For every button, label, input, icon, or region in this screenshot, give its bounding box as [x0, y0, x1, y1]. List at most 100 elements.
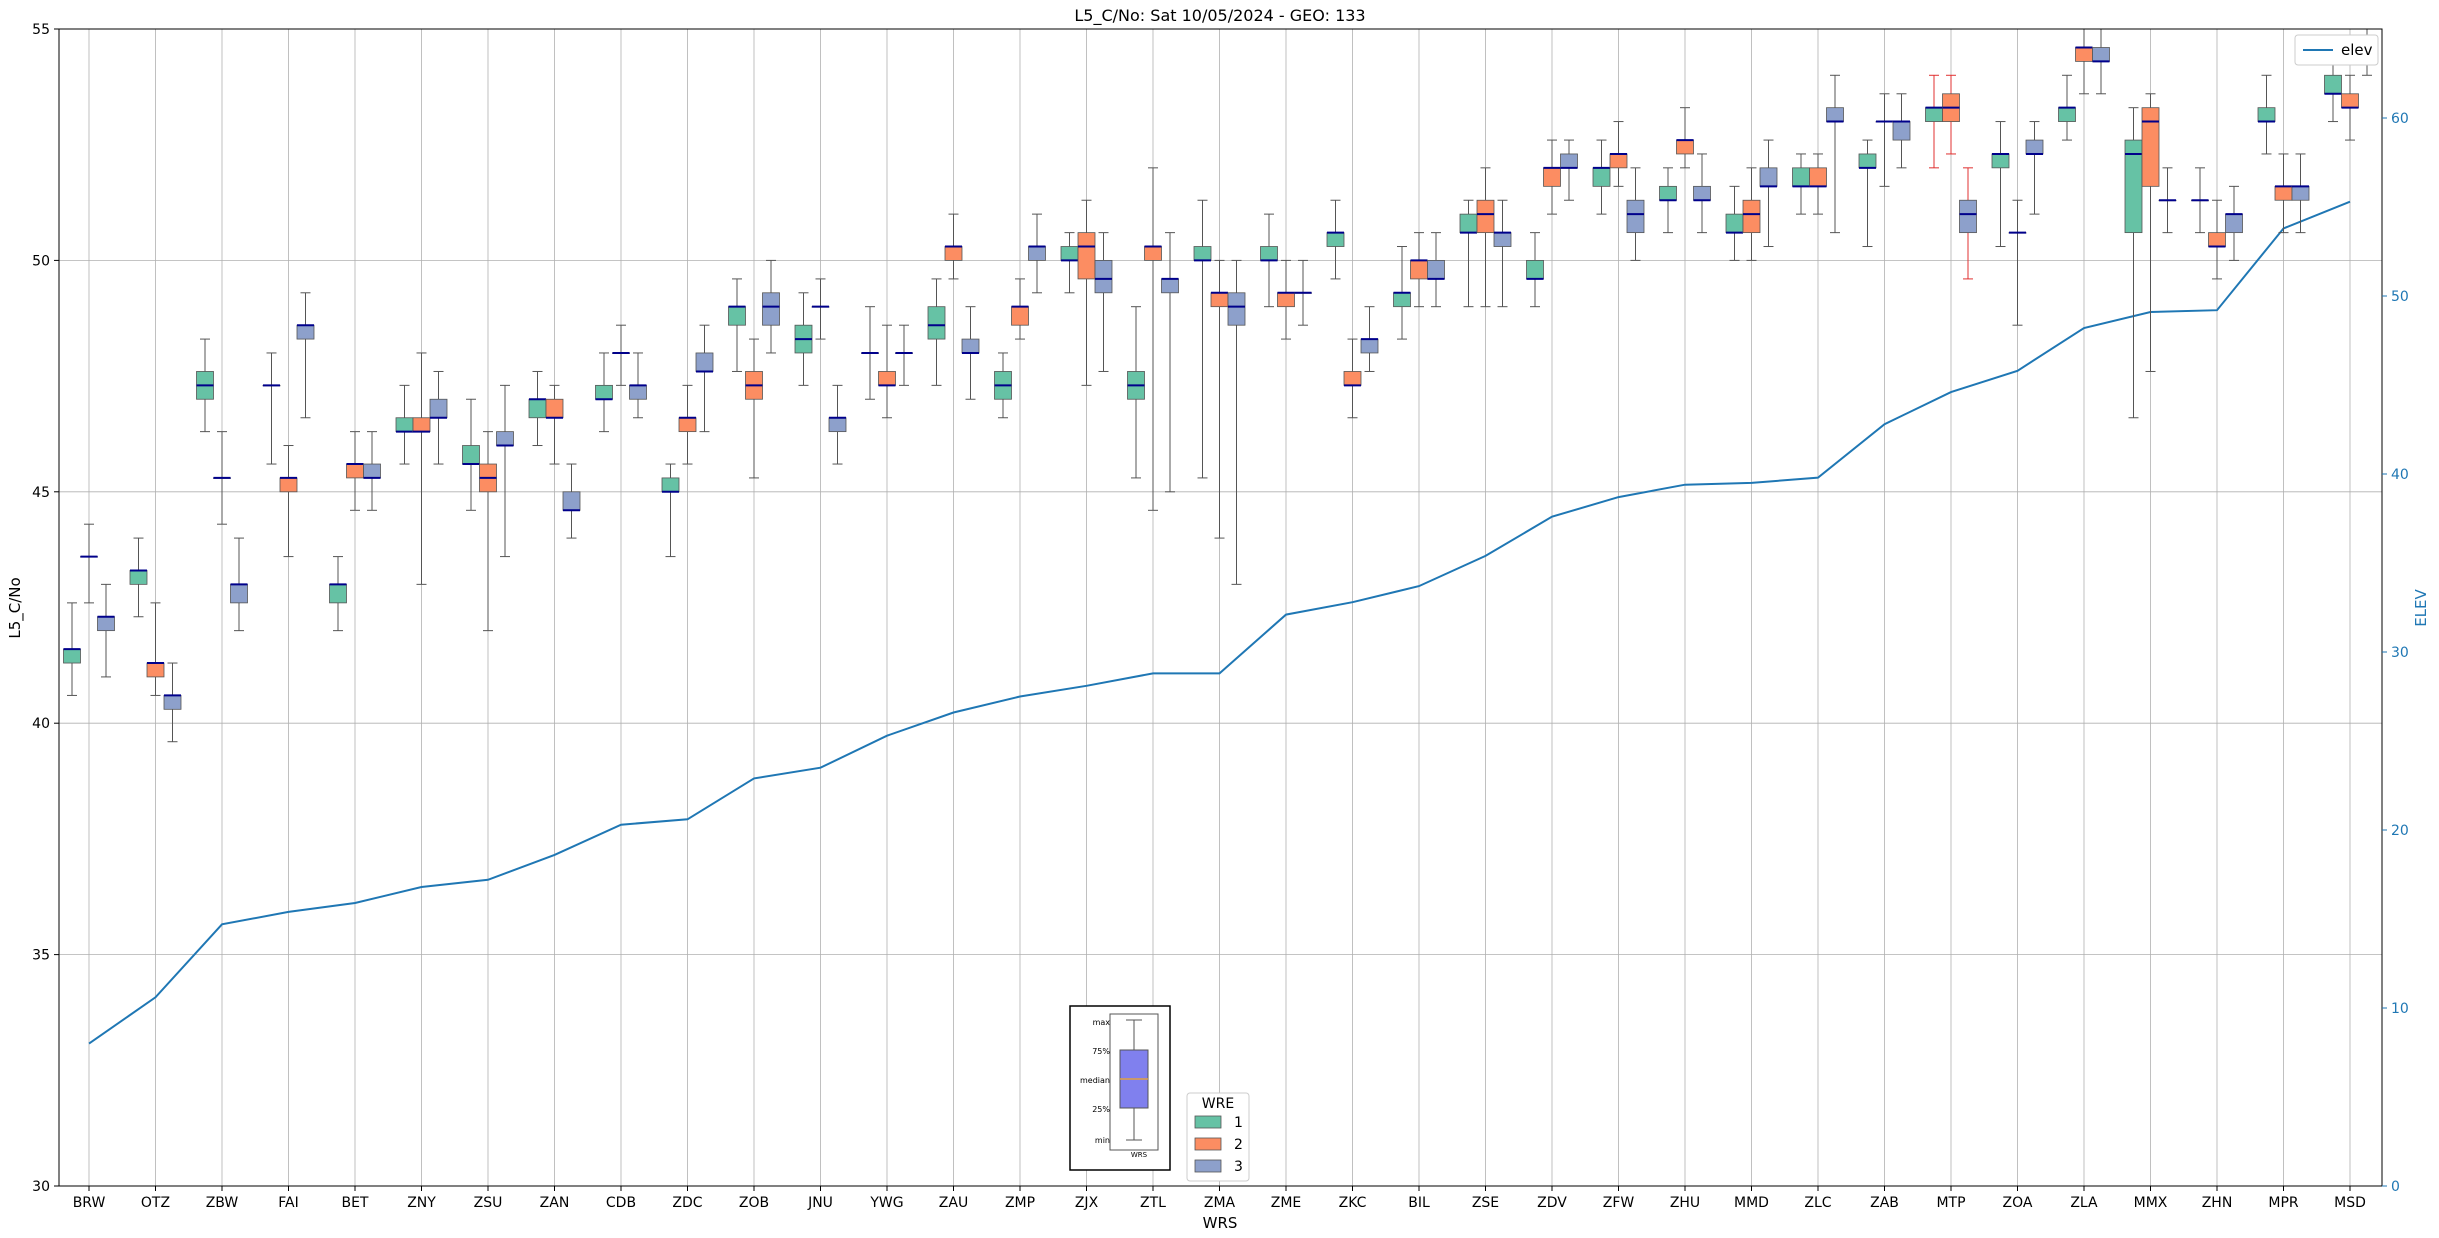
box-body [1809, 167, 1827, 187]
box-body [562, 491, 581, 511]
box-body [1858, 153, 1877, 169]
box-body [629, 384, 647, 400]
box-jnu-wre2 [811, 278, 830, 340]
x-tick-label: CDB [606, 1195, 636, 1211]
box-zny-wre1 [395, 384, 414, 465]
box-zab-wre2 [1875, 93, 1894, 187]
box-ywg-wre2 [878, 324, 896, 419]
box-body [1792, 167, 1810, 187]
box-body [129, 570, 148, 585]
inset-label-median: median [1080, 1076, 1110, 1085]
y2-tick-label: 60 [2391, 111, 2409, 127]
box-zob-wre2 [745, 338, 763, 479]
x-tick-label: ZME [1271, 1195, 1302, 1211]
box-zhn-wre2 [2208, 199, 2226, 280]
box-body [63, 648, 81, 664]
box-zdv-wre3 [1560, 139, 1578, 201]
box-mmx-wre3 [2158, 167, 2177, 234]
box-otz-wre2 [146, 602, 165, 696]
box-ztl-wre1 [1127, 306, 1145, 479]
box-body [329, 583, 347, 604]
box-body [2208, 232, 2226, 247]
box-body [462, 445, 480, 465]
box-zjx-wre2 [1077, 199, 1096, 386]
box-zjx-wre1 [1060, 232, 1079, 294]
legend-wre-title: WRE [1202, 1096, 1234, 1112]
box-fai-wre2 [279, 445, 298, 558]
box-ywg-wre1 [861, 306, 879, 400]
box-bet-wre2 [346, 431, 364, 511]
box-cdb-wre3 [629, 352, 647, 419]
chart-title: L5_C/No: Sat 10/05/2024 - GEO: 133 [1074, 6, 1365, 26]
box-mpr-wre2 [2274, 153, 2293, 234]
box-body [1826, 107, 1844, 122]
y-axis-right: 0 10 20 30 40 50 60 [2382, 111, 2409, 1195]
x-tick-label: JNU [807, 1195, 833, 1211]
x-tick-label: ZSE [1472, 1195, 1499, 1211]
box-zdc-wre2 [678, 384, 697, 465]
y2-tick-label: 40 [2391, 467, 2409, 483]
box-body [1393, 292, 1411, 308]
x-tick-label: ZSU [474, 1195, 503, 1211]
box-zjx-wre3 [1094, 232, 1113, 372]
box-body [1343, 371, 1362, 386]
box-body [2291, 185, 2310, 201]
box-body [2225, 213, 2243, 234]
box-otz-wre1 [129, 537, 148, 618]
legend-wre-swatch-3 [1194, 1159, 1222, 1173]
box-body [1742, 199, 1761, 234]
box-zob-wre3 [762, 259, 780, 354]
elev-line [88, 200, 2351, 1045]
box-body [1210, 292, 1229, 308]
box-explanation-inset: max 75% median 25% min WRS [1069, 1005, 1171, 1171]
box-zdc-wre3 [695, 324, 714, 433]
box-zmp-wre3 [1028, 213, 1046, 294]
box-body [2141, 107, 2160, 187]
box-zlc-wre1 [1792, 153, 1810, 215]
x-tick-label: MSD [2334, 1195, 2366, 1211]
box-bil-wre2 [1410, 232, 1428, 308]
box-zny-wre3 [429, 370, 448, 465]
box-body [1493, 232, 1512, 247]
box-body [97, 616, 115, 632]
box-body [528, 398, 547, 419]
x-tick-label: ZHU [1670, 1195, 1700, 1211]
box-zfw-wre2 [1609, 121, 1628, 187]
box-body [1991, 153, 2010, 169]
box-ywg-wre3 [895, 324, 913, 386]
box-zma-wre3 [1227, 259, 1246, 585]
box-zmp-wre2 [1011, 278, 1029, 340]
legend-wre-swatch-1 [1194, 1115, 1222, 1129]
box-cdb-wre1 [595, 352, 613, 433]
y-tick-label: 30 [32, 1179, 50, 1195]
x-tick-label: MMD [1734, 1195, 1769, 1211]
box-mmd-wre1 [1725, 185, 1744, 261]
legend-wre-label-3: 3 [1234, 1159, 1243, 1175]
x-tick-label: ZHN [2202, 1195, 2233, 1211]
box-zhn-wre3 [2225, 185, 2243, 261]
box-zsu-wre3 [496, 384, 514, 558]
box-body [296, 324, 315, 340]
box-brw-wre3 [97, 583, 115, 678]
box-body [1959, 199, 1977, 234]
box-body [1028, 246, 1046, 261]
box-zdv-wre2 [1543, 139, 1561, 215]
box-body [1410, 259, 1428, 280]
box-body [828, 417, 847, 433]
box-body [1227, 292, 1246, 326]
box-body [230, 583, 248, 604]
box-ztl-wre3 [1161, 232, 1179, 493]
box-body [2324, 74, 2342, 95]
y-tick-label: 50 [32, 253, 50, 269]
box-body [1193, 246, 1212, 261]
box-body [1326, 232, 1345, 247]
box-body [595, 384, 613, 400]
box-zfw-wre1 [1592, 139, 1611, 215]
plot-frame [58, 28, 2383, 1187]
box-body [1725, 213, 1744, 234]
y2-tick-label: 10 [2391, 1001, 2409, 1017]
box-zhn-wre1 [2191, 167, 2209, 234]
box-body [1693, 185, 1711, 201]
elev-line-layer [88, 200, 2351, 1045]
box-zan-wre3 [562, 463, 581, 539]
